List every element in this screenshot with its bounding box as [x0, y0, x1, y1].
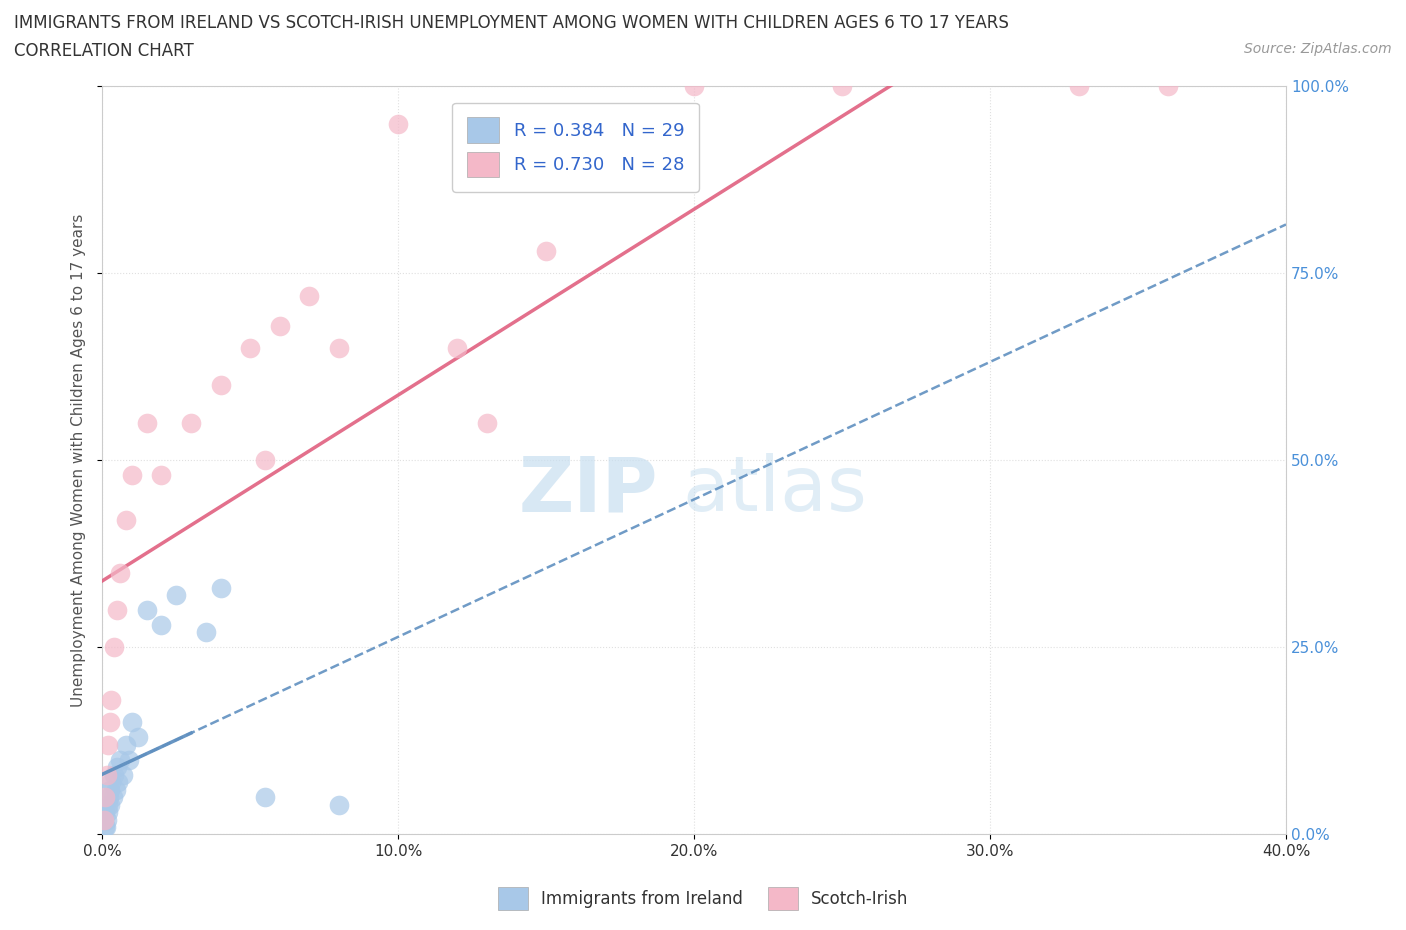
- Point: [94, 819, 117, 834]
- Point: [107, 775, 129, 790]
- Point: [150, 618, 173, 632]
- Point: [1156, 79, 1178, 94]
- Point: [108, 752, 131, 767]
- Point: [209, 580, 232, 595]
- Point: [100, 797, 122, 812]
- Point: [105, 760, 128, 775]
- Point: [209, 378, 232, 392]
- Point: [98, 782, 121, 797]
- Point: [150, 468, 173, 483]
- Point: [115, 737, 138, 752]
- Point: [269, 318, 291, 333]
- Point: [298, 288, 321, 303]
- Point: [93, 812, 115, 827]
- Text: Source: ZipAtlas.com: Source: ZipAtlas.com: [1244, 42, 1392, 56]
- Point: [534, 244, 557, 259]
- Point: [328, 340, 350, 355]
- Point: [446, 340, 468, 355]
- Legend: Immigrants from Ireland, Scotch-Irish: Immigrants from Ireland, Scotch-Irish: [491, 880, 915, 917]
- Point: [475, 416, 498, 431]
- Point: [97, 804, 120, 819]
- Point: [103, 640, 125, 655]
- Point: [1067, 79, 1090, 94]
- Point: [135, 416, 157, 431]
- Point: [239, 340, 262, 355]
- Point: [194, 625, 217, 640]
- Point: [93, 812, 115, 827]
- Text: ZIP: ZIP: [519, 453, 658, 527]
- Point: [96, 767, 118, 782]
- Point: [121, 468, 143, 483]
- Point: [98, 715, 121, 730]
- Legend: R = 0.384   N = 29, R = 0.730   N = 28: R = 0.384 N = 29, R = 0.730 N = 28: [453, 102, 699, 192]
- Text: IMMIGRANTS FROM IRELAND VS SCOTCH-IRISH UNEMPLOYMENT AMONG WOMEN WITH CHILDREN A: IMMIGRANTS FROM IRELAND VS SCOTCH-IRISH …: [14, 14, 1010, 32]
- Point: [683, 79, 706, 94]
- Point: [115, 512, 138, 527]
- Point: [96, 812, 118, 827]
- Point: [100, 692, 122, 707]
- Point: [111, 767, 134, 782]
- Point: [831, 79, 853, 94]
- Point: [100, 775, 122, 790]
- Point: [97, 790, 120, 804]
- Point: [104, 782, 127, 797]
- Point: [253, 790, 276, 804]
- Text: CORRELATION CHART: CORRELATION CHART: [14, 42, 194, 60]
- Point: [387, 116, 409, 131]
- Point: [101, 790, 124, 804]
- Point: [121, 715, 143, 730]
- Point: [180, 416, 202, 431]
- Point: [103, 767, 125, 782]
- Point: [253, 453, 276, 468]
- Point: [165, 588, 187, 603]
- Point: [118, 752, 141, 767]
- Y-axis label: Unemployment Among Women with Children Ages 6 to 17 years: Unemployment Among Women with Children A…: [72, 214, 86, 707]
- Point: [97, 737, 120, 752]
- Point: [135, 603, 157, 618]
- Point: [94, 790, 117, 804]
- Point: [108, 565, 131, 580]
- Point: [105, 603, 128, 618]
- Point: [127, 730, 149, 745]
- Point: [94, 804, 117, 819]
- Point: [328, 797, 350, 812]
- Point: [96, 797, 118, 812]
- Point: [93, 819, 115, 834]
- Text: atlas: atlas: [682, 453, 868, 527]
